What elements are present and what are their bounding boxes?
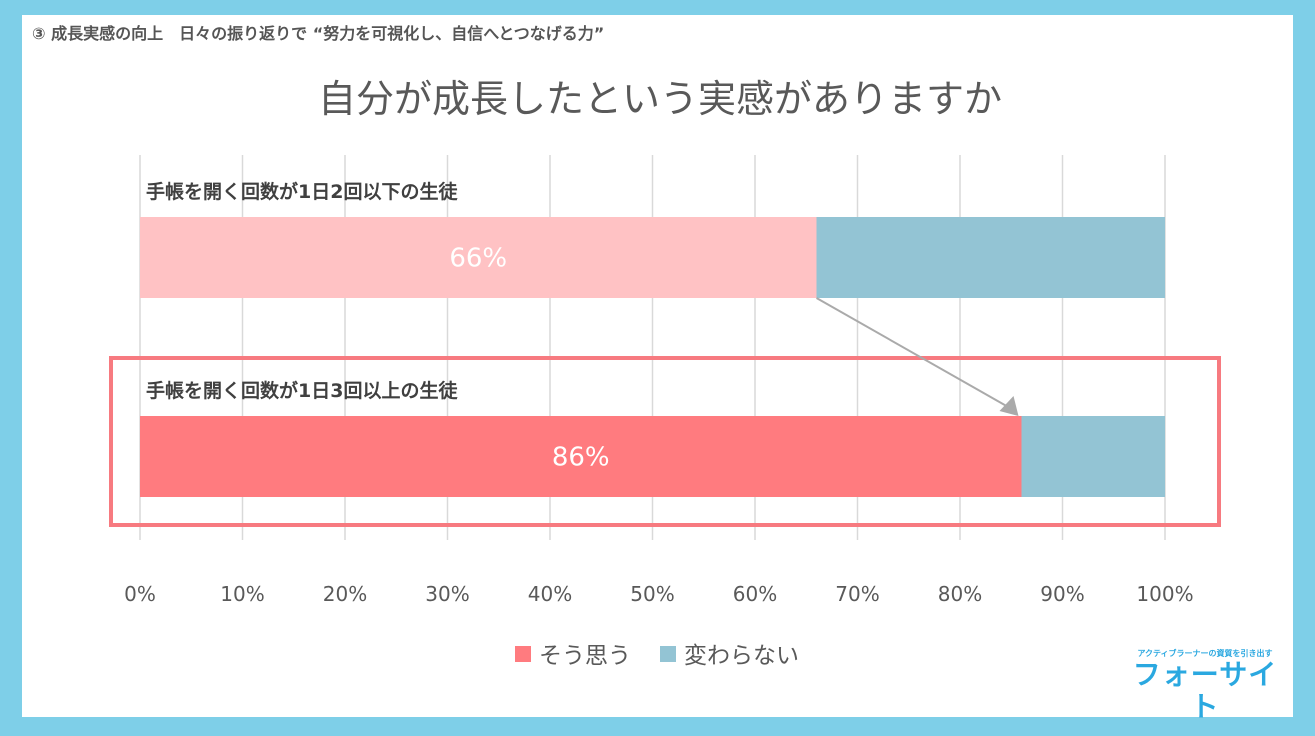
category-label: 手帳を開く回数が1日2回以下の生徒 xyxy=(146,180,458,203)
x-tick-label: 0% xyxy=(124,582,156,606)
data-label: 86% xyxy=(552,443,610,473)
legend-swatch xyxy=(515,646,531,662)
chart-title: 自分が成長したという実感がありますか xyxy=(318,77,1002,121)
highlight-box xyxy=(109,356,1221,527)
logo: アクティブラーナーの資質を引き出す フォーサイト xyxy=(1130,648,1280,723)
bar-nochange xyxy=(816,217,1165,298)
logo-tagline: アクティブラーナーの資質を引き出す xyxy=(1137,649,1273,658)
logo-name: フォーサイト xyxy=(1132,658,1278,723)
x-tick-label: 40% xyxy=(528,582,572,606)
data-label: 66% xyxy=(449,244,507,274)
x-tick-label: 20% xyxy=(323,582,367,606)
x-tick-label: 100% xyxy=(1136,582,1193,606)
arrow-line xyxy=(816,297,1014,411)
arrow-head-icon xyxy=(999,396,1019,416)
bar-agree xyxy=(140,217,817,298)
x-tick-label: 90% xyxy=(1040,582,1084,606)
x-tick-label: 60% xyxy=(733,582,777,606)
bar-agree xyxy=(140,416,1022,497)
category-label: 手帳を開く回数が1日3回以上の生徒 xyxy=(146,379,458,402)
x-tick-label: 80% xyxy=(938,582,982,606)
legend-label: 変わらない xyxy=(684,643,799,669)
x-tick-label: 30% xyxy=(425,582,469,606)
bar-nochange xyxy=(1021,416,1165,497)
legend-swatch xyxy=(660,646,676,662)
x-tick-label: 50% xyxy=(630,582,674,606)
panel xyxy=(22,15,1293,717)
x-tick-label: 10% xyxy=(220,582,264,606)
x-tick-label: 70% xyxy=(835,582,879,606)
legend-label: そう思う xyxy=(539,643,631,669)
section-heading: ③ 成長実感の向上 日々の振り返りで “努力を可視化し、自信へとつなげる力” xyxy=(32,24,605,43)
